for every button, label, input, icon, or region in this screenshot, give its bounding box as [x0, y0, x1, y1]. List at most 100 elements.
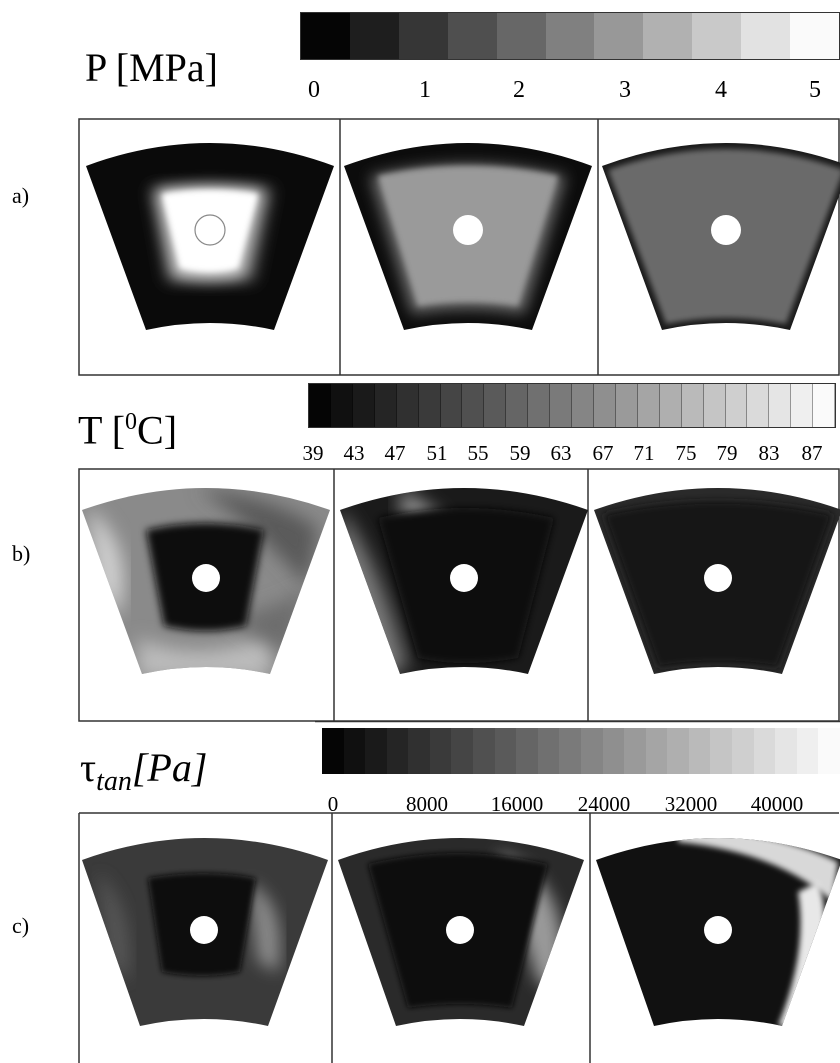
temperature-colorbar-step: [440, 384, 463, 427]
temperature-tick: 67: [592, 441, 614, 465]
pressure-colorbar-step: [692, 13, 742, 59]
shear-stress-colorbar-step: [408, 728, 430, 774]
shear-stress-title-unit: [Pa]: [131, 745, 208, 790]
temperature-title-suffix: C]: [137, 407, 178, 453]
temperature-colorbar-step: [528, 384, 551, 427]
shear-stress-colorbar-step: [322, 728, 344, 774]
temperature-colorbar-step: [813, 384, 835, 427]
shear-stress-colorbar-step: [386, 728, 409, 774]
row-label-b: b): [12, 541, 31, 566]
shear-stress-colorbar-step: [710, 728, 732, 774]
shear-stress-colorbar-step: [537, 728, 560, 774]
temperature-title: T [0C]: [78, 410, 177, 450]
temperature-tick: 63: [550, 441, 572, 465]
shear-stress-tick: 24000: [577, 792, 631, 816]
shear-stress-tick: 16000: [490, 792, 544, 816]
pressure-tick: 1: [419, 77, 431, 103]
pressure-pad-1: [86, 143, 334, 330]
shear-stress-tick: 0: [327, 792, 339, 816]
shear-stress-title-sub: tan: [96, 766, 132, 797]
temperature-tick: 79: [716, 441, 738, 465]
temperature-tick: 39: [302, 441, 324, 465]
temperature-tick: 47: [384, 441, 406, 465]
shear-stress-colorbar-step: [645, 728, 668, 774]
temperature-tick: 51: [426, 441, 448, 465]
temperature-tick: 71: [633, 441, 655, 465]
temperature-tick: 87: [801, 441, 823, 465]
temperature-tick: 83: [758, 441, 780, 465]
pressure-colorbar-step: [643, 13, 693, 59]
pressure-colorbar-step: [545, 13, 595, 59]
temperature-colorbar-step: [572, 384, 594, 427]
shear-stress-colorbar-step: [580, 728, 603, 774]
temperature-colorbar-step: [681, 384, 704, 427]
temperature-colorbar-step: [462, 384, 485, 427]
shear-stress-colorbar-step: [516, 728, 538, 774]
pressure-contour-panels: [78, 118, 840, 376]
pressure-colorbar-step: [349, 13, 399, 59]
temperature-tick: 43: [343, 441, 365, 465]
shear-stress-colorbar-step: [796, 728, 819, 774]
temperature-colorbar-step: [791, 384, 814, 427]
shear-stress-colorbar-step: [559, 728, 581, 774]
shear-stress-tick: 40000: [750, 792, 804, 816]
shear-stress-colorbar-step: [365, 728, 387, 774]
pressure-colorbar-step: [594, 13, 644, 59]
temperature-colorbar-step: [484, 384, 507, 427]
shear-stress-colorbar-step: [818, 728, 840, 774]
temperature-title-prefix: T [: [78, 407, 126, 453]
shear-stress-colorbar-step: [753, 728, 776, 774]
temperature-tick: 59: [509, 441, 531, 465]
shear-stress-colorbar-step: [731, 728, 754, 774]
temperature-colorbar-step: [506, 384, 529, 427]
pressure-tick: 0: [308, 77, 320, 103]
panel-c-top-rule: [315, 720, 840, 723]
temperature-tick: 75: [675, 441, 697, 465]
temperature-colorbar-step: [725, 384, 748, 427]
temperature-colorbar-step: [747, 384, 770, 427]
row-label-c: c): [12, 913, 30, 938]
row-label-a: a): [12, 183, 30, 208]
pressure-tick: 5: [809, 77, 821, 103]
shear-stress-colorbar-step: [494, 728, 517, 774]
temperature-colorbar-step: [374, 384, 397, 427]
shear-stress-colorbar-step: [667, 728, 689, 774]
pressure-colorbar-step: [741, 13, 791, 59]
pressure-title: P [MPa]: [85, 45, 218, 90]
temperature-colorbar-step: [309, 384, 331, 427]
temperature-colorbar-step: [769, 384, 792, 427]
temperature-colorbar-step: [659, 384, 682, 427]
pressure-colorbar-step: [496, 13, 546, 59]
temperature-colorbar-step: [615, 384, 638, 427]
pressure-colorbar-step: [790, 13, 839, 59]
shear-stress-colorbar-step: [688, 728, 711, 774]
shear-stress-title-tau: τ: [80, 745, 97, 790]
temperature-title-sup: 0: [125, 409, 138, 435]
shear-stress-colorbar-step: [429, 728, 452, 774]
shear-stress-tick: 32000: [664, 792, 718, 816]
pressure-tick: 3: [619, 77, 631, 103]
pressure-tick: 2: [513, 77, 525, 103]
shear-stress-colorbar-step: [624, 728, 646, 774]
temperature-colorbar-step: [703, 384, 726, 427]
temperature-tick: 55: [467, 441, 489, 465]
shear-stress-colorbar-step: [473, 728, 495, 774]
pressure-colorbar-step: [398, 13, 448, 59]
pressure-colorbar: [300, 12, 840, 60]
shear-stress-contour-panels: [78, 812, 840, 1063]
shear-stress-colorbar-step: [451, 728, 474, 774]
shear-stress-colorbar: [322, 728, 840, 774]
shear-stress-colorbar-step: [775, 728, 797, 774]
temperature-contour-panels: [78, 468, 840, 722]
temperature-colorbar-step: [550, 384, 573, 427]
shear-stress-tick: 8000: [406, 792, 448, 816]
pressure-colorbar-step: [301, 13, 350, 59]
temperature-colorbar: [308, 383, 836, 428]
temperature-colorbar-step: [396, 384, 419, 427]
pressure-tick: 4: [715, 77, 727, 103]
temperature-colorbar-step: [418, 384, 441, 427]
shear-stress-colorbar-step: [602, 728, 625, 774]
temperature-colorbar-step: [352, 384, 375, 427]
shear-stress-colorbar-step: [343, 728, 366, 774]
shear-stress-title: τtan[Pa]: [80, 748, 207, 796]
